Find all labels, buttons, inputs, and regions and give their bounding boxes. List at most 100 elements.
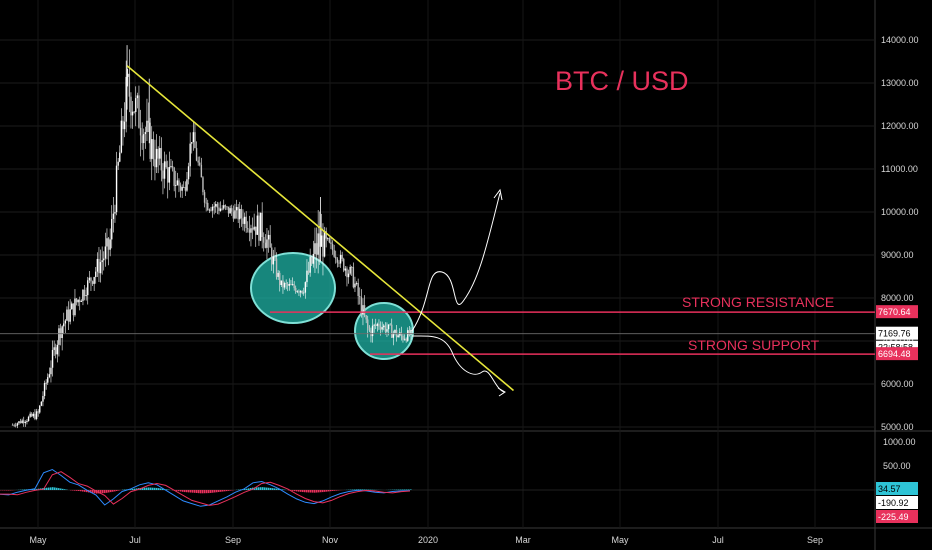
macd-hist-bar: [222, 490, 224, 492]
candle-body: [323, 231, 326, 257]
macd-hist-bar: [224, 490, 226, 492]
price-tick-label: 12000.00: [881, 121, 919, 131]
candle-body: [141, 135, 143, 144]
candle-body: [288, 283, 291, 286]
candle-body: [272, 256, 275, 265]
candle-body: [232, 211, 235, 219]
candle-body: [53, 347, 55, 350]
macd-hist-bar: [50, 487, 52, 490]
candle-body: [291, 284, 294, 285]
candle-body: [303, 292, 305, 294]
candle-body: [368, 328, 371, 331]
highlight-ellipses: [250, 252, 414, 360]
macd-hist-bar: [230, 490, 232, 491]
candle-body: [384, 325, 387, 332]
candle-body: [71, 303, 73, 310]
time-ticks: May Jul Sep Nov 2020 Mar May Jul Sep: [29, 535, 823, 545]
candle-body: [275, 258, 278, 277]
candle-body: [31, 413, 33, 417]
candle-body: [282, 280, 284, 288]
candle-body: [111, 218, 113, 240]
macd-hist-bar: [196, 490, 198, 494]
candle-body: [231, 208, 233, 212]
macd-hist-bar: [366, 489, 368, 490]
macd-hist-bar: [160, 488, 162, 490]
candle-body: [120, 120, 123, 153]
candle-body: [341, 254, 343, 259]
candle-body: [227, 206, 230, 214]
macd-hist-bar: [260, 487, 262, 490]
macd-hist-bar: [320, 490, 322, 493]
macd-hist-bar: [152, 487, 154, 490]
candle-body: [155, 148, 158, 168]
time-tick-label: Mar: [515, 535, 531, 545]
candle-body: [331, 243, 334, 251]
macd-hist-bar: [410, 489, 412, 490]
macd-hist-bar: [64, 489, 66, 490]
candle-body: [258, 215, 260, 241]
price-tick-label: 8000.00: [881, 293, 914, 303]
macd-hist-bar: [334, 490, 336, 491]
candle-body: [247, 228, 249, 230]
candle-body: [250, 228, 252, 233]
candle-body: [135, 98, 137, 112]
candle-body: [151, 139, 153, 159]
candle-body: [66, 309, 68, 321]
time-tick-label: Sep: [807, 535, 823, 545]
candle-body: [351, 266, 353, 268]
macd-hist-bar: [118, 490, 120, 491]
macd-hist-bar: [24, 489, 26, 490]
candle-body: [186, 179, 188, 191]
macd-hist-bar: [56, 487, 58, 490]
candle-body: [77, 299, 79, 303]
candle-body: [95, 271, 97, 278]
candle-body: [104, 246, 107, 259]
macd-hist-bar: [358, 489, 360, 490]
macd-hist-bar: [98, 490, 100, 494]
candle-body: [154, 159, 156, 168]
candle-body: [216, 204, 219, 208]
price-tick-label: 9000.00: [881, 250, 914, 260]
candle-body: [298, 291, 300, 293]
candle-body: [240, 208, 243, 219]
candle-body: [157, 148, 159, 159]
candle-body: [80, 300, 83, 302]
macd-hist-bar: [306, 490, 308, 493]
candle-body: [163, 161, 166, 179]
candle-body: [205, 202, 207, 204]
candle-body: [48, 374, 51, 378]
candle-body: [287, 283, 289, 286]
candle-body: [251, 228, 254, 230]
candle-body: [346, 268, 348, 278]
candle-body: [101, 260, 103, 263]
macd-hist-bar: [324, 490, 326, 492]
candle-body: [264, 242, 267, 248]
candle-body: [210, 209, 212, 211]
candle-body: [293, 284, 295, 289]
macd-hist-bar: [190, 490, 192, 493]
candle-body: [147, 120, 150, 123]
macd-hist-bar: [244, 489, 246, 490]
bullish-projection-path: [411, 192, 501, 332]
candle-body: [407, 330, 409, 341]
macd-hist-bar: [156, 487, 158, 490]
macd-hist-bar: [108, 490, 110, 493]
signal-value: -225.49: [878, 512, 909, 522]
macd-hist-bar: [94, 490, 96, 494]
candle-body: [322, 235, 324, 257]
candle-body: [187, 166, 190, 180]
candle-body: [35, 411, 38, 419]
price-ticks: 14000.00 13000.00 12000.00 11000.00 10000.00…: [881, 35, 919, 471]
candle-body: [328, 238, 331, 243]
macd-hist-bar: [330, 490, 332, 492]
candle-body: [359, 296, 361, 298]
candle-body: [365, 315, 367, 320]
candle-body: [109, 239, 111, 250]
macd-hist-bar: [114, 490, 116, 492]
candle-body: [162, 170, 164, 179]
candle-body: [202, 177, 204, 193]
resistance-price-label: 7670.64: [878, 307, 911, 317]
candle-body: [296, 291, 299, 293]
macd-hist-bar: [326, 490, 328, 492]
